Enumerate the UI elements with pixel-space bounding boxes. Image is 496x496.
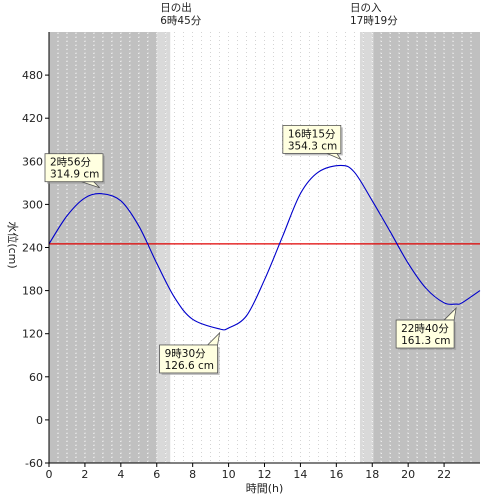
y-tick-label: 300: [22, 198, 43, 211]
callout-box: [282, 124, 342, 154]
sunrise-time: 6時45分: [160, 15, 202, 27]
callout-value: 126.6 cm: [165, 360, 214, 372]
x-tick-label: 14: [293, 468, 307, 481]
callout-box: [395, 319, 455, 349]
y-tick-label: 480: [22, 69, 43, 82]
tide-line: [48, 164, 481, 331]
callout-value: 161.3 cm: [401, 335, 450, 347]
daylight-bands: [49, 32, 480, 463]
sunset-label: 日の入: [350, 2, 382, 14]
y-tick-label: 120: [22, 328, 43, 341]
x-tick-label: 2: [81, 468, 88, 481]
y-tick-label: 0: [36, 414, 43, 427]
callout-time: 22時40分: [401, 323, 449, 335]
sunset-time: 17時19分: [350, 15, 398, 27]
callout-value: 314.9 cm: [50, 169, 99, 181]
twilight-band-morning: [156, 32, 171, 463]
night-band-evening: [373, 32, 480, 463]
x-tick-label: 20: [401, 468, 415, 481]
y-tick-label: -60: [25, 457, 43, 470]
x-tick-label: 10: [222, 468, 236, 481]
callout-time: 9時30分: [165, 348, 207, 360]
x-tick-label: 8: [189, 468, 196, 481]
callout-time: 2時56分: [50, 157, 92, 169]
callout-box: [159, 344, 219, 374]
x-tick-label: 4: [117, 468, 124, 481]
night-band-morning: [49, 32, 157, 463]
y-tick-label: 360: [22, 155, 43, 168]
callout-time: 16時15分: [288, 128, 336, 140]
y-axis-title: 水位(cm): [6, 221, 20, 268]
y-tick-label: 240: [22, 242, 43, 255]
twilight-band-evening: [359, 32, 374, 463]
sunrise-label: 日の出: [160, 1, 192, 14]
y-tick-label: 60: [29, 371, 43, 384]
x-tick-label: 12: [258, 468, 272, 481]
y-tick-label: 180: [22, 285, 43, 298]
x-tick-label: 16: [329, 468, 343, 481]
x-tick-label: 22: [437, 468, 451, 481]
series-group: [48, 164, 481, 331]
callout-box: [44, 153, 104, 183]
axis-titles: 時間(h) 水位(cm): [6, 221, 283, 495]
y-tick-label: 420: [22, 112, 43, 125]
x-tick-label: 0: [46, 468, 53, 481]
callout-value: 354.3 cm: [288, 140, 337, 152]
x-axis-title: 時間(h): [246, 482, 284, 495]
x-tick-label: 18: [365, 468, 379, 481]
y-tick-labels: -60 0 60 120 180 240 300 360 420 480: [22, 69, 49, 470]
x-tick-labels: 0 2 4 6 8 10 12 14 16 18 20 22: [46, 463, 451, 481]
x-tick-label: 6: [153, 468, 160, 481]
